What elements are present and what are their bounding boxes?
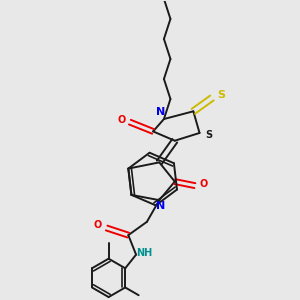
Text: S: S — [205, 130, 212, 140]
Text: O: O — [117, 115, 125, 125]
Text: O: O — [94, 220, 102, 230]
Text: O: O — [200, 179, 208, 189]
Text: NH: NH — [136, 248, 153, 258]
Text: N: N — [156, 201, 166, 211]
Text: N: N — [156, 107, 166, 117]
Text: S: S — [217, 90, 225, 100]
